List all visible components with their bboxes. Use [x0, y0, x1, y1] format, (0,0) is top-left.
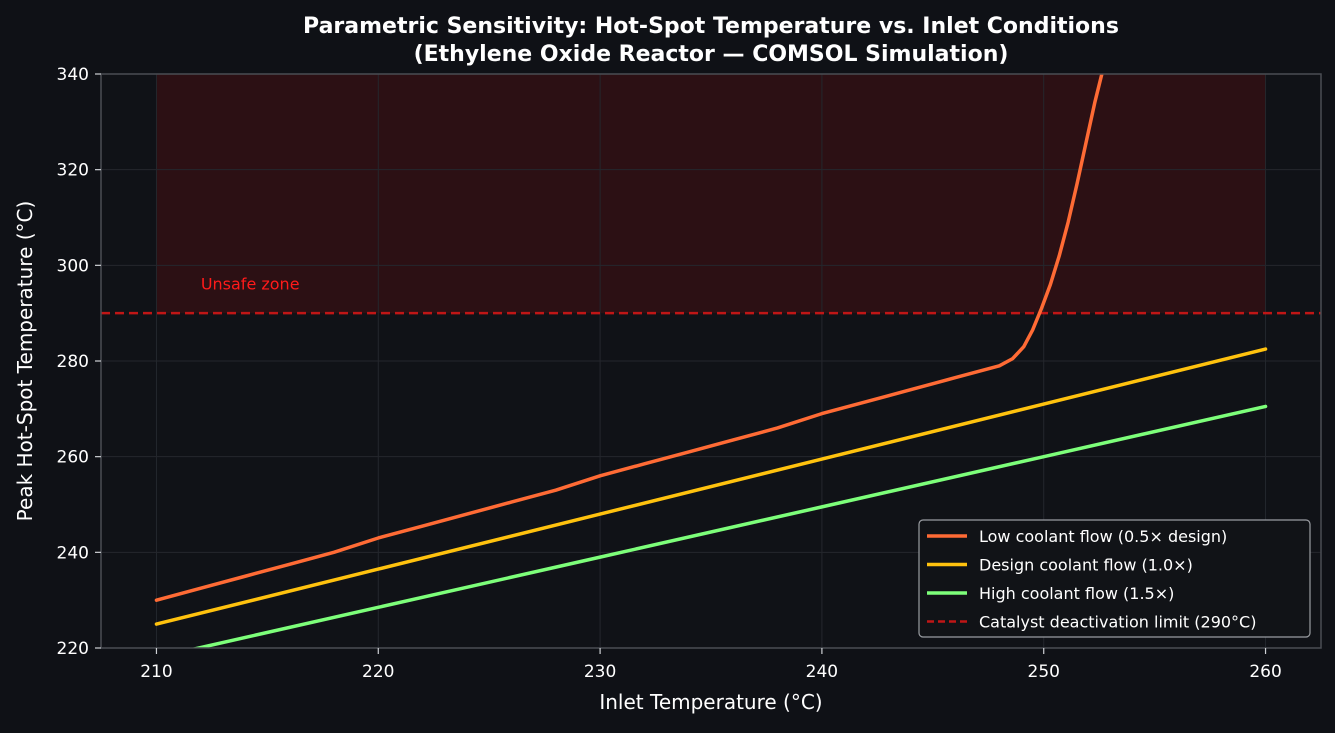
chart-subtitle: (Ethylene Oxide Reactor — COMSOL Simulat… [414, 42, 1009, 67]
legend-label-3: Catalyst deactivation limit (290°C) [979, 613, 1256, 632]
legend-label-1: Design coolant flow (1.0×) [979, 556, 1193, 575]
series-line-2 [190, 404, 1268, 648]
y-tick-label: 340 [57, 65, 89, 85]
x-tick-label: 260 [1249, 662, 1281, 682]
x-tick-label: 220 [362, 662, 394, 682]
x-tick-label: 240 [806, 662, 838, 682]
y-tick-label: 300 [57, 256, 89, 276]
legend-box [918, 519, 1311, 638]
y-tick-label: 280 [57, 352, 89, 372]
y-tick-label: 240 [57, 543, 89, 563]
unsafe-zone-label: Unsafe zone [201, 274, 300, 293]
y-tick-label: 260 [57, 448, 89, 468]
legend-label-2: High coolant flow (1.5×) [979, 584, 1174, 603]
x-tick-label: 250 [1028, 662, 1060, 682]
x-axis-label: Inlet Temperature (°C) [599, 690, 822, 714]
series-line-0 [154, 74, 1104, 602]
chart-title: Parametric Sensitivity: Hot-Spot Tempera… [303, 14, 1119, 39]
unsafe-zone-region [156, 74, 1266, 314]
legend-label-0: Low coolant flow (0.5× design) [979, 527, 1227, 546]
series-line-1 [154, 347, 1268, 626]
x-tick-label: 210 [140, 662, 172, 682]
x-tick-label: 230 [584, 662, 616, 682]
y-tick-label: 320 [57, 161, 89, 181]
y-tick-label: 220 [57, 639, 89, 659]
series-group [154, 74, 1268, 648]
y-axis-label: Peak Hot-Spot Temperature (°C) [13, 201, 37, 522]
